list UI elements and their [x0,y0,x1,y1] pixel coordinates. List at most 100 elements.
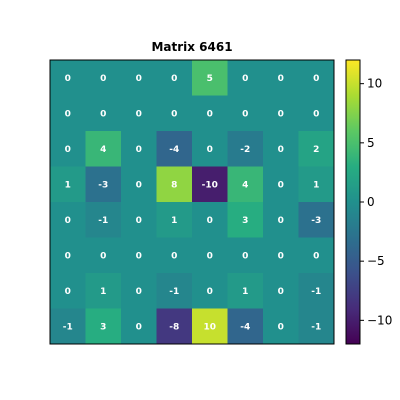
heatmap-cell [121,131,157,167]
cell-value-label: 8 [171,180,177,190]
heatmap-cell [156,166,193,203]
cell-value-label: 0 [207,145,213,155]
cell-value-label: 0 [171,109,177,119]
cell-value-label: 0 [278,109,284,119]
heatmap-cell [121,273,157,309]
cell-value-label: 0 [278,287,284,297]
cell-value-label: 0 [278,322,284,332]
cell-value-label: 3 [100,322,106,332]
heatmap-cell [263,202,299,238]
heatmap-cell [121,308,157,345]
heatmap-cell [156,202,193,238]
heatmap-cell [50,131,86,167]
heatmap-cell [50,166,86,203]
cell-value-label: 0 [313,109,319,119]
heatmap-cell [263,60,299,96]
heatmap-cell [50,95,86,132]
heatmap-cell [192,273,228,309]
heatmap-cell [192,166,228,203]
heatmap-cell [227,60,264,96]
heatmap-cell [227,237,264,274]
cell-value-label: 0 [136,251,142,261]
heatmap-cell [298,308,335,345]
heatmap-cell [192,237,228,274]
heatmap-cell [50,202,86,238]
cell-value-label: 0 [278,74,284,84]
heatmap-cell [298,131,335,167]
heatmap-cell [192,95,228,132]
colorbar-tick-label: 5 [367,136,375,150]
heatmap-cell [227,202,264,238]
cell-value-label: 0 [65,109,71,119]
heatmap-cell [50,237,86,274]
heatmap-cell [263,237,299,274]
cell-value-label: 0 [136,145,142,155]
cell-value-label: 0 [65,251,71,261]
heatmap-cell [121,60,157,96]
heatmap-cell [263,131,299,167]
colorbar-tick-label: −10 [367,313,392,327]
cell-value-label: 0 [100,109,106,119]
cell-value-label: 0 [136,109,142,119]
heatmap-cell [50,60,86,96]
heatmap-cell [85,273,122,309]
cell-value-label: 0 [207,109,213,119]
heatmap-cell [227,273,264,309]
heatmap-cell [263,166,299,203]
cell-value-label: 0 [136,180,142,190]
heatmap-cell [263,308,299,345]
heatmap-cell [263,273,299,309]
heatmap-cell [298,95,335,132]
cell-value-label: 0 [242,74,248,84]
cell-value-label: 0 [100,251,106,261]
heatmap-cell [192,202,228,238]
heatmap-cell [85,95,122,132]
heatmap-cell [192,131,228,167]
cell-value-label: -8 [169,322,179,332]
heatmap-cell [298,237,335,274]
heatmap-cell [85,131,122,167]
cell-value-label: -3 [98,180,108,190]
heatmap-cell [263,95,299,132]
cell-value-label: 0 [207,216,213,226]
cell-value-label: 0 [65,74,71,84]
cell-value-label: 0 [65,216,71,226]
heatmap-cell [156,60,193,96]
cell-value-label: 0 [136,216,142,226]
heatmap-cell [156,237,193,274]
cell-value-label: -3 [311,216,321,226]
chart-title: Matrix 6461 [151,40,232,54]
cell-value-label: 0 [100,74,106,84]
cell-value-label: 1 [100,287,106,297]
heatmap-cell [298,202,335,238]
colorbar-tick-label: −5 [367,254,385,268]
cell-value-label: 0 [136,74,142,84]
heatmap-cell [85,308,122,345]
heatmap-cell [121,95,157,132]
cell-value-label: 0 [65,145,71,155]
cell-value-label: 1 [171,216,177,226]
colorbar-tick-label: 10 [367,77,382,91]
heatmap-cell [298,273,335,309]
heatmap-cell [192,60,228,96]
cell-value-label: -1 [169,287,179,297]
colorbar [345,59,361,345]
cell-value-label: 4 [100,145,106,155]
heatmap-cell [227,131,264,167]
cell-value-label: -4 [240,322,250,332]
heatmap-cell [50,273,86,309]
cell-value-label: 3 [242,216,248,226]
plot-frame [49,59,335,345]
cell-value-label: 0 [242,251,248,261]
heatmap-cells: 0 0 0 0 5 0 0 00 0 0 0 0 0 0 00 4 0 -4 0 -2 0 21 -3 0 8 -10 4 0 10 -1… [50,60,335,345]
heatmap-cell [85,202,122,238]
heatmap-cell [85,60,122,96]
cell-value-label: 0 [278,145,284,155]
heatmap-cell [50,308,86,345]
cell-value-label: 0 [313,251,319,261]
cell-value-label: 0 [207,251,213,261]
cell-value-label: -4 [169,145,179,155]
cell-value-label: 1 [65,180,71,190]
heatmap-cell [227,95,264,132]
cell-value-label: 2 [313,145,319,155]
